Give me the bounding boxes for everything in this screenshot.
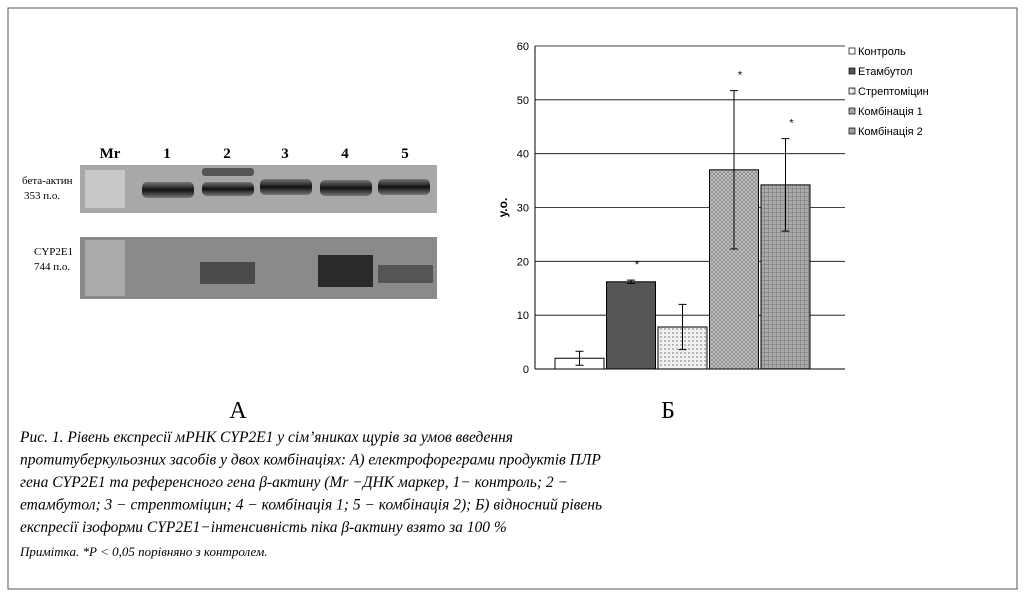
gel-row-size: 744 п.о. bbox=[34, 261, 70, 273]
legend-swatch bbox=[849, 88, 855, 94]
legend-label: Комбінація 1 bbox=[858, 106, 923, 118]
caption-line: Рис. 1. Рівень експресії мРНК CYP2E1 у с… bbox=[19, 429, 513, 446]
legend-label: Стрептоміцин bbox=[858, 86, 929, 98]
panel-label: Б bbox=[661, 398, 675, 424]
note: Примітка. *Р < 0,05 порівняно з контроле… bbox=[19, 544, 268, 559]
y-tick-label: 60 bbox=[517, 41, 529, 53]
caption-line: протитуберкульозних засобів у двох комбі… bbox=[20, 452, 601, 469]
gel-row-size: 353 п.о. bbox=[24, 190, 60, 202]
y-tick-label: 30 bbox=[517, 203, 529, 215]
y-tick-label: 40 bbox=[517, 149, 529, 161]
bar bbox=[607, 282, 656, 369]
figure: бета-актин 353 п.о. CYP2E1 744 п.о. А Б … bbox=[0, 0, 1025, 597]
lane-label: 1 bbox=[163, 146, 171, 162]
legend-label: Комбінація 2 bbox=[858, 126, 923, 138]
gel-row-label: CYP2E1 bbox=[34, 246, 73, 258]
lane-label: 5 bbox=[401, 146, 409, 162]
y-tick-label: 20 bbox=[517, 256, 529, 268]
y-tick-label: 50 bbox=[517, 95, 529, 107]
legend-label: Етамбутол bbox=[858, 66, 913, 78]
panel-label: А bbox=[229, 398, 247, 424]
gel-image bbox=[80, 165, 437, 299]
gel-row-label: бета-актин bbox=[22, 175, 73, 187]
caption-line: етамбутол; 3 − стрептоміцин; 4 − комбіна… bbox=[20, 497, 602, 514]
lane-label: 2 bbox=[223, 146, 231, 162]
y-axis-label: у.о. bbox=[496, 198, 510, 218]
y-tick-label: 10 bbox=[517, 310, 529, 322]
significance-mark: * bbox=[738, 70, 743, 82]
lane-label: 3 bbox=[281, 146, 289, 162]
legend-label: Контроль bbox=[858, 46, 906, 58]
lane-label: 4 bbox=[341, 146, 349, 162]
caption-line: експресії ізоформи CYP2E1−інтенсивність … bbox=[20, 519, 507, 536]
legend-swatch bbox=[849, 68, 855, 74]
significance-mark: * bbox=[635, 259, 640, 271]
legend-swatch bbox=[849, 108, 855, 114]
significance-mark: * bbox=[789, 118, 794, 130]
legend-swatch bbox=[849, 128, 855, 134]
caption-line: гена CYP2E1 та референсного гена β-актин… bbox=[20, 474, 568, 491]
legend-swatch bbox=[849, 48, 855, 54]
y-tick-label: 0 bbox=[523, 364, 529, 376]
lane-label: Mr bbox=[100, 146, 121, 162]
